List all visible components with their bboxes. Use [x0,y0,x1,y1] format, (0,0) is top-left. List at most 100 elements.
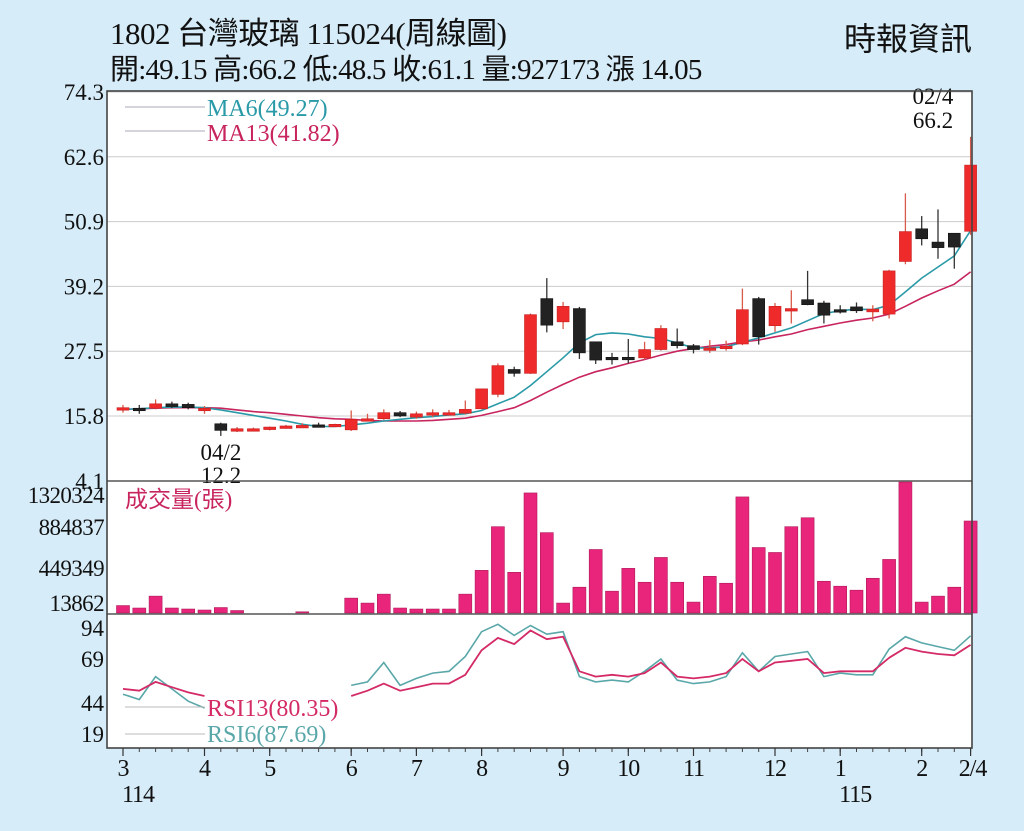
candle-up [149,403,162,409]
plot-area [107,91,972,748]
x-axis-label: 4 [199,756,211,782]
volume-bar [474,570,489,614]
candle-up [899,231,912,262]
rsi13-legend-label: RSI13(80.35) [207,696,338,722]
volume-bar [751,547,766,614]
candle-up [638,349,651,359]
volume-bar [654,557,668,614]
volume-bar [670,581,685,614]
volume-bar [425,608,440,614]
volume-bar [409,608,424,614]
volume-bar [817,580,831,614]
price-axis-label: 4.1 [75,469,104,494]
volume-bar [556,602,570,614]
rsi13-line [350,629,972,697]
x-axis-label: 7 [411,756,423,782]
x-axis-year-label: 115 [839,782,872,808]
volume-bar [800,517,815,614]
volume-bar [931,595,945,614]
candle-down [850,306,863,312]
candle-down [214,423,228,431]
volume-bar [849,589,864,614]
candle-up [964,164,977,232]
candle-up [458,409,472,414]
volume-bar [947,586,962,614]
candle-down [817,302,831,316]
volume-bar [686,601,701,614]
candle-down [947,232,961,248]
candle-down [833,309,847,313]
volume-axis-label: 449349 [39,556,105,581]
volume-bar [784,526,799,614]
candle-up [784,308,798,312]
candle-down [133,407,146,412]
candle-up [328,424,342,428]
candle-up [361,418,374,422]
ma6-legend-label: MA6(49.27) [207,96,328,122]
candle-up [344,419,358,431]
low-date-annotation: 04/2 [201,440,242,465]
volume-bar [116,605,130,614]
candle-up [491,365,505,395]
candle-down [393,412,407,417]
candle-down [687,345,700,350]
candle-down [165,403,179,407]
volume-bar [898,481,913,614]
volume-bar [719,582,733,614]
volume-bar [214,607,228,614]
candle-up [426,412,440,416]
volume-bar [507,572,522,614]
candle-up [768,306,782,327]
candle-up [230,428,244,432]
volume-bar [393,607,407,614]
rsi-axis-label: 44 [81,691,105,716]
candle-up [116,407,130,411]
x-axis-label: 1 [835,756,846,782]
x-axis-label: 12 [764,756,786,782]
price-axis-label: 27.5 [64,339,104,364]
candle-up [442,412,456,416]
candle-up [263,426,277,430]
rsi6-legend-label: RSI6(87.69) [207,722,326,748]
volume-bar [572,586,587,614]
x-axis-label: 9 [558,756,570,782]
candle-up [703,347,717,351]
candle-down [752,298,766,338]
volume-bar [376,593,391,614]
plot-frame [106,90,973,749]
brand-label: 時報資訊 [843,21,972,57]
x-axis-label: 10 [617,756,640,782]
x-axis-label: 2 [916,756,927,782]
x-axis-label: 3 [118,756,130,782]
candle-up [556,306,570,323]
price-axis-label: 74.3 [64,80,104,105]
candle-down [801,299,814,305]
high-date-annotation: 02/4 [913,84,954,109]
candle-down [605,356,619,361]
x-axis-label: 6 [346,756,358,782]
volume-title: 成交量(張) [125,487,232,512]
candle-up [524,314,537,374]
volume-bar [735,496,750,614]
ma13-line [122,271,972,422]
ma13-legend-label: MA13(41.82) [207,121,340,147]
rsi-axis-label: 94 [81,616,105,641]
rsi6-line [122,675,205,709]
volume-bar [148,595,163,614]
price-axis-label: 62.6 [64,145,104,170]
price-axis-label: 39.2 [64,274,104,299]
candle-up [198,407,211,412]
candle-up [736,309,749,345]
high-value-annotation: 66.2 [913,108,953,133]
rsi-axis-label: 69 [81,647,104,672]
candle-up [719,345,733,350]
candle-up [882,270,896,315]
candle-down [589,341,603,361]
rsi6-line [351,623,972,687]
volume-bar [865,577,880,614]
candle-down [181,404,195,408]
x-axis-label: 8 [476,756,488,782]
volume-bar [344,597,359,614]
x-axis-label: 2/4 [959,756,988,782]
